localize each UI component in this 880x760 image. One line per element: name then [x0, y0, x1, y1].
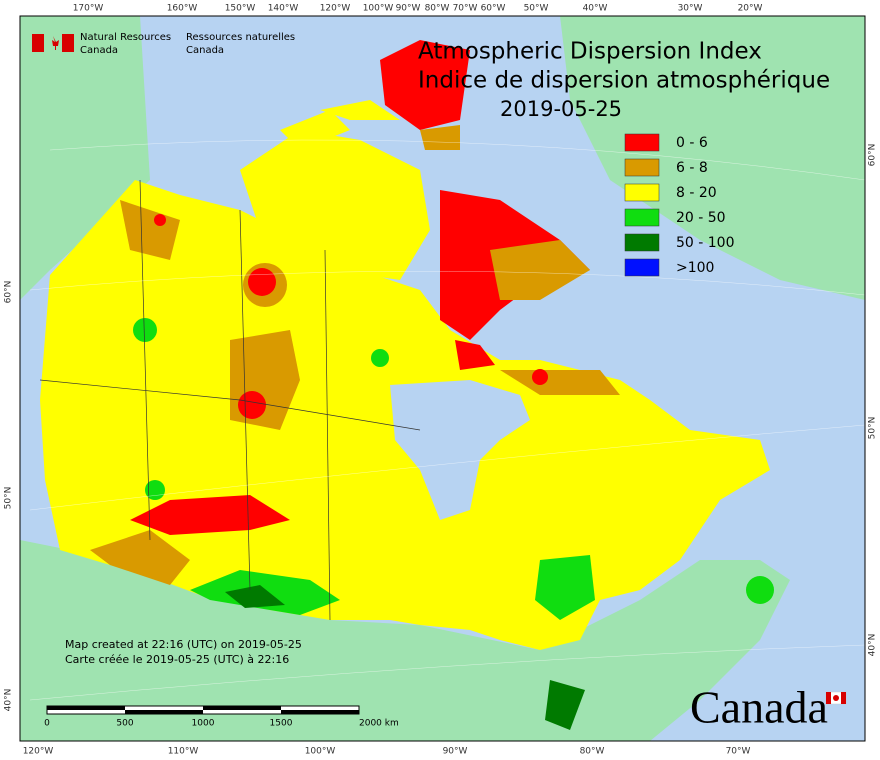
graticule-left: 50°N — [4, 487, 14, 510]
alaska — [20, 16, 150, 300]
scale-labels: 0 500 1000 1500 2000 km — [44, 719, 399, 729]
zone — [500, 370, 620, 395]
graticule-top: 150°W — [225, 4, 256, 14]
arctic-islands-north — [280, 100, 400, 150]
graticule-top: 30°W — [678, 4, 703, 14]
legend-swatch — [624, 233, 660, 252]
credit: Map created at 22:16 (UTC) on 2019-05-25 — [65, 638, 302, 651]
zone — [130, 495, 290, 535]
wordmark-flag — [825, 691, 847, 705]
scale-label: 500 — [116, 719, 133, 729]
graticule-top: 20°W — [738, 4, 763, 14]
united-states — [20, 540, 790, 741]
graticule-bottom: 70°W — [726, 747, 751, 757]
legend-label: >100 — [676, 260, 714, 276]
zone — [371, 349, 389, 367]
zone — [120, 200, 180, 260]
scale-label: 1000 — [192, 719, 215, 729]
graticule-lines — [29, 139, 865, 701]
graticule-right: 40°N — [868, 634, 878, 657]
zone — [154, 214, 166, 226]
graticule-bottom: 110°W — [168, 747, 199, 757]
date: 2019-05-25 — [500, 97, 622, 121]
header: Natural Resources Canada Ressources natu… — [32, 32, 295, 56]
graticule-top: 60°W — [481, 4, 506, 14]
graticule-top: 40°W — [583, 4, 608, 14]
baffin-east — [490, 240, 590, 300]
scale-seg — [125, 710, 203, 714]
legend: 0 - 6 6 - 8 8 - 20 20 - 50 50 - 100 >100 — [624, 133, 735, 277]
graticule-top: 80°W — [425, 4, 450, 14]
zone — [238, 391, 266, 419]
zone — [455, 340, 495, 370]
graticule-bottom: 120°W — [23, 747, 54, 757]
zone — [133, 318, 157, 342]
scale-bar — [46, 705, 360, 715]
dept-en: Canada — [80, 45, 118, 56]
scale-label: 1500 — [270, 719, 293, 729]
legend-swatch — [624, 133, 660, 152]
scale-label: 0 — [44, 719, 50, 729]
ellesmere — [380, 40, 470, 130]
ellesmere-south — [420, 125, 460, 150]
title: Atmospheric Dispersion Index — [418, 39, 762, 65]
legend-label: 50 - 100 — [676, 235, 735, 251]
graticule-left: 60°N — [4, 281, 14, 304]
credit: Carte créée le 2019-05-25 (UTC) à 22:16 — [65, 653, 289, 666]
scale-label: 2000 km — [359, 719, 399, 729]
maple-leaf — [52, 36, 59, 50]
graticule-left: 40°N — [4, 689, 14, 712]
graticule-top: 120°W — [320, 4, 351, 14]
dept-fr: Ressources naturelles — [186, 32, 295, 43]
graticule-top: 100°W — [363, 4, 394, 14]
flag-bar — [62, 34, 74, 52]
flag-bar — [32, 34, 44, 52]
scale-seg — [281, 710, 359, 714]
legend-swatch — [624, 158, 660, 177]
flag-leaf — [833, 695, 839, 701]
graticule-labels: 170°W 160°W 150°W 140°W 120°W 100°W 90°W 80°W 70… — [4, 4, 878, 757]
wordmark: Canada — [690, 682, 828, 733]
graticule-top: 160°W — [167, 4, 198, 14]
legend-label: 20 - 50 — [676, 210, 726, 226]
greenland — [560, 16, 865, 300]
zone — [90, 530, 190, 585]
zone — [532, 369, 548, 385]
province-borders — [39, 179, 421, 621]
flag-bar — [841, 692, 846, 704]
legend-swatch — [624, 208, 660, 227]
zone — [746, 576, 774, 604]
graticule-top: 140°W — [268, 4, 299, 14]
zone — [225, 585, 285, 608]
legend-swatch — [624, 258, 660, 277]
legend-label: 8 - 20 — [676, 185, 717, 201]
graticule-right: 60°N — [868, 144, 878, 167]
map-area — [20, 16, 865, 741]
map-frame — [19, 15, 866, 742]
graticule-top: 70°W — [453, 4, 478, 14]
dept-en: Natural Resources — [80, 32, 171, 43]
scale-seg — [47, 706, 125, 710]
legend-label: 6 - 8 — [676, 160, 708, 176]
graticule-right: 50°N — [868, 417, 878, 440]
zone — [535, 555, 595, 620]
legend-label: 0 - 6 — [676, 135, 708, 151]
graticule-bottom: 80°W — [580, 747, 605, 757]
title: Indice de dispersion atmosphérique — [418, 68, 830, 94]
graticule-bottom: 90°W — [443, 747, 468, 757]
zone — [248, 268, 276, 296]
hudson-bay — [390, 380, 530, 520]
scale-seg — [203, 706, 281, 710]
graticule-bottom: 100°W — [305, 747, 336, 757]
flag-bar — [826, 692, 831, 704]
legend-swatch — [624, 183, 660, 202]
graticule-top: 50°W — [524, 4, 549, 14]
graticule-top: 90°W — [396, 4, 421, 14]
dept-fr: Canada — [186, 45, 224, 56]
graticule-top: 170°W — [73, 4, 104, 14]
zone — [145, 480, 165, 500]
arctic-islands — [240, 130, 430, 280]
zone — [545, 680, 585, 730]
